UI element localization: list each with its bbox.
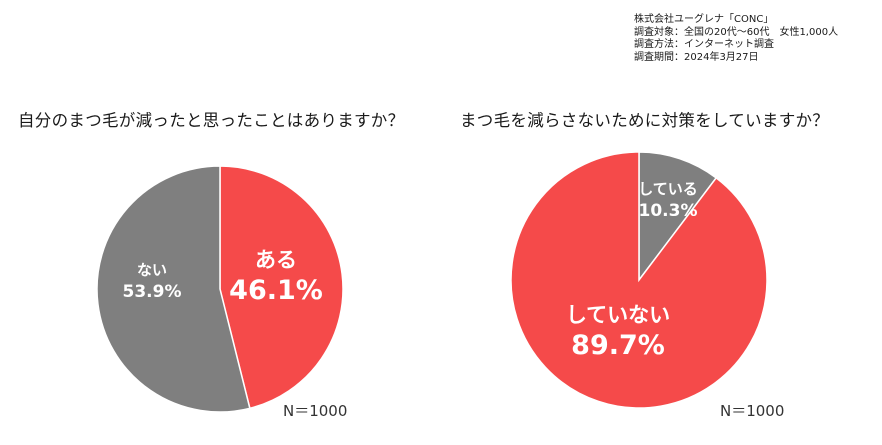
pie1-slice-0-label: ある xyxy=(255,248,297,272)
pie2-slice-0 xyxy=(638,151,718,283)
pie2-slice-1-label: していない xyxy=(566,303,670,327)
pie1-slice-0 xyxy=(219,165,344,410)
pie1-slice-0-value: 46.1% xyxy=(229,275,323,306)
survey-period: 調査期間：2024年3月27日 xyxy=(634,51,759,63)
pie2-slice-1 xyxy=(510,151,768,409)
survey-company: 株式会社ユーグレナ「CONC」 xyxy=(634,14,774,25)
pie2-slice-0-value: 10.3% xyxy=(639,201,698,221)
pie1-slice-1-label: ない xyxy=(137,261,167,279)
sample-size-right: N＝1000 xyxy=(720,402,785,420)
pie2-slice-0-label: している xyxy=(638,180,698,198)
sample-size-left: N＝1000 xyxy=(283,402,348,420)
pie2-slice-1-value: 89.7% xyxy=(571,330,665,361)
pie1-slice-1-value: 53.9% xyxy=(123,282,182,302)
pie1-slice-1 xyxy=(96,165,251,413)
chart-title-right: まつ毛を減らさないために対策をしていますか？ xyxy=(460,111,830,130)
survey-method: 調査方法：インターネット調査 xyxy=(634,39,774,51)
survey-info: 株式会社ユーグレナ「CONC」 調査対象：全国の20代～60代 女性1,000人… xyxy=(634,14,838,64)
survey-target: 調査対象：全国の20代～60代 女性1,000人 xyxy=(634,26,839,38)
chart-title-left: 自分のまつ毛が減ったと思ったことはありますか？ xyxy=(18,111,405,130)
